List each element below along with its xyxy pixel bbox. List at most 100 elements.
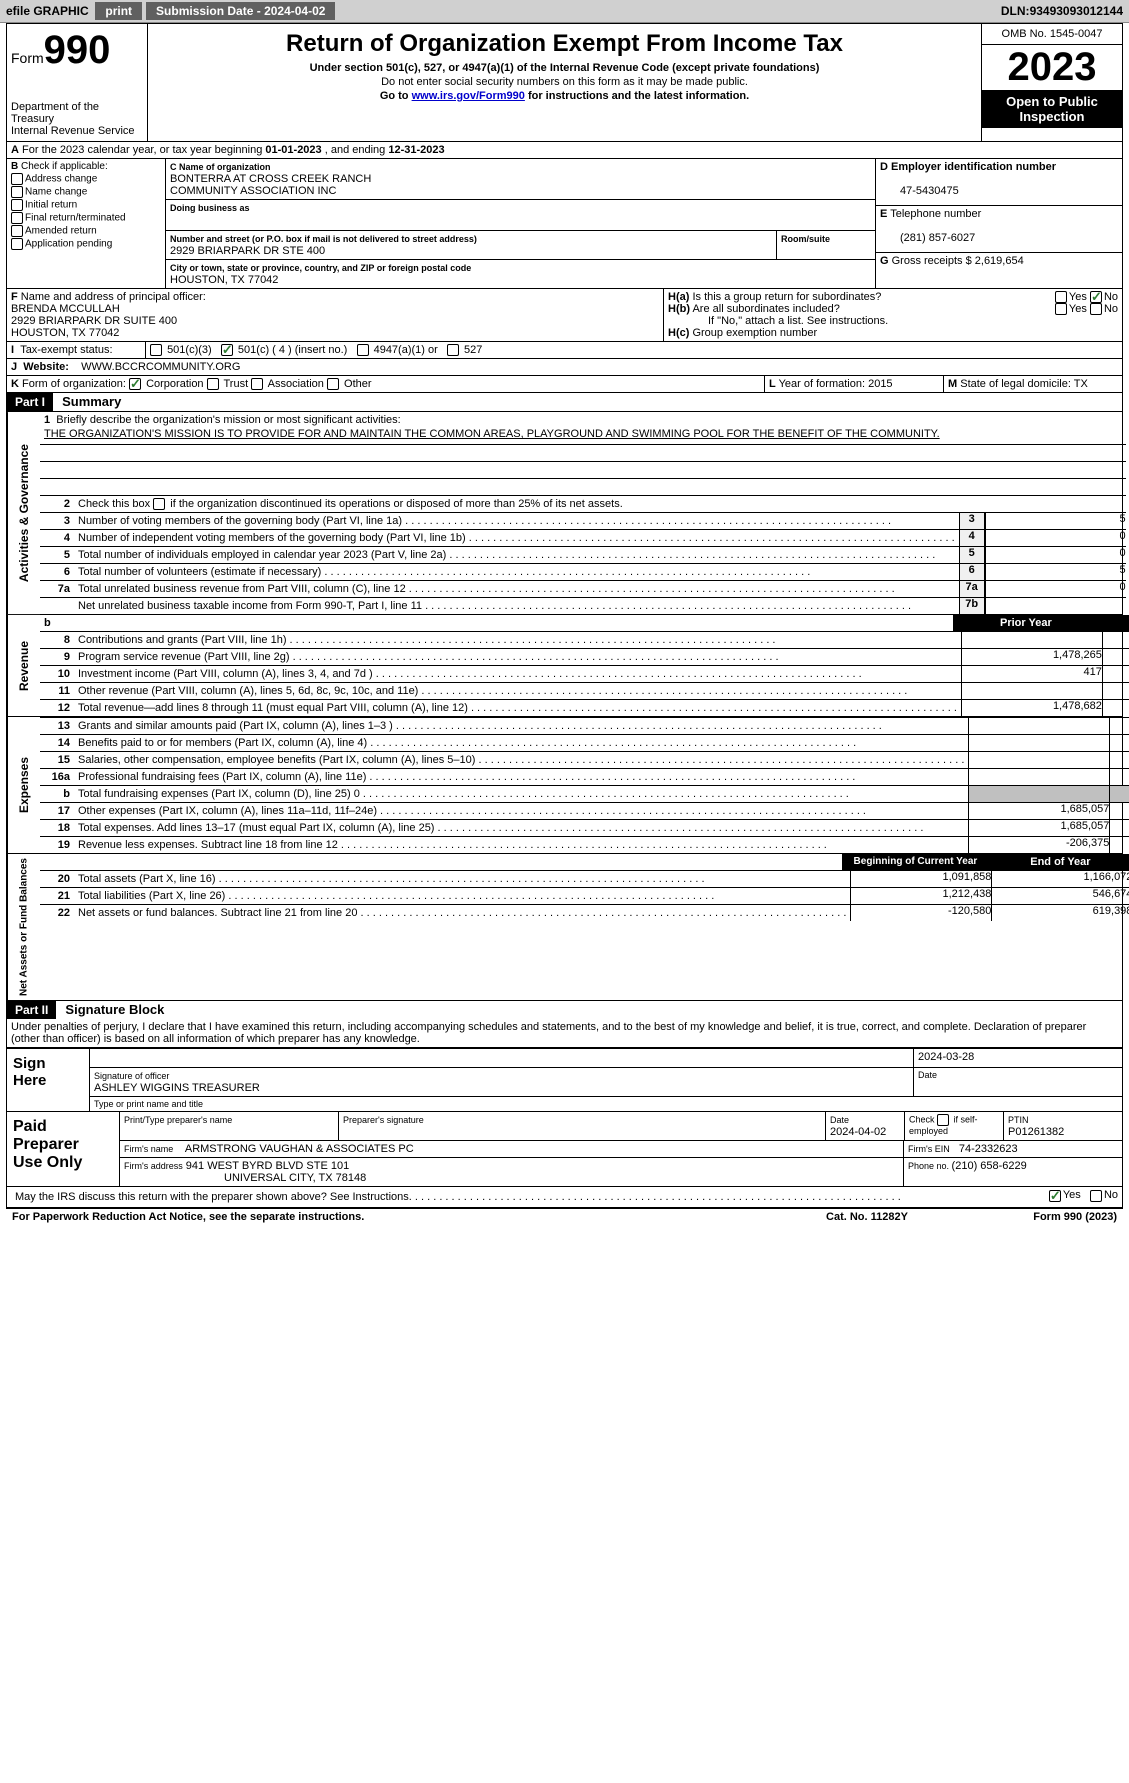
c3-check[interactable] [150,344,162,356]
rev-header-row: Revenue b Prior Year Current Year 8Contr… [7,614,1122,716]
section-klm: K Form of organization: Corporation Trus… [7,376,1122,393]
print-button[interactable]: print [95,2,142,20]
firm-addr2: UNIVERSAL CITY, TX 78148 [124,1172,366,1184]
form-note-1: Do not enter social security numbers on … [152,76,977,88]
omb-number: OMB No. 1545-0047 [982,24,1122,45]
document-root: efile GRAPHIC print Submission Date - 20… [0,0,1129,1225]
sign-date: 2024-03-28 [914,1049,1122,1067]
section-f: F Name and address of principal officer:… [7,289,664,341]
section-bcdeg: B Check if applicable: Address change Na… [7,159,1122,289]
c-insert-check[interactable] [221,344,233,356]
header-mid: Return of Organization Exempt From Incom… [148,24,981,141]
firm-addr1: 941 WEST BYRD BLVD STE 101 [186,1160,349,1172]
form-title: Return of Organization Exempt From Incom… [152,30,977,58]
check-amended-return[interactable]: Amended return [11,225,161,237]
preparer-date: 2024-04-02 [830,1126,886,1138]
ein-value: 47-5430475 [880,185,959,197]
h-a-no[interactable] [1090,291,1102,303]
submission-date-button[interactable]: Submission Date - 2024-04-02 [146,2,335,20]
vlabel-expenses: Expenses [7,717,40,853]
paid-preparer-block: Paid Preparer Use Only Print/Type prepar… [7,1112,1122,1187]
part-1-header: Part I Summary [7,393,1122,412]
section-a: A For the 2023 calendar year, or tax yea… [7,142,1122,159]
mission-text: THE ORGANIZATION'S MISSION IS TO PROVIDE… [40,428,1126,445]
officer-name: BRENDA MCCULLAH [11,303,120,315]
ptin-value: P01261382 [1008,1126,1064,1138]
trust-check[interactable] [207,378,219,390]
discuss-row: May the IRS discuss this return with the… [7,1187,1122,1207]
check-name-change[interactable]: Name change [11,186,161,198]
section-j: J Website: WWW.BCCRCOMMUNITY.ORG [7,359,1122,376]
form-number: 990 [44,28,111,72]
paid-preparer-label: Paid Preparer Use Only [7,1112,120,1186]
sign-here-block: Sign Here 2024-03-28 Signature of office… [7,1047,1122,1112]
irs-link[interactable]: www.irs.gov/Form990 [412,90,525,102]
form-word: Form [11,50,44,66]
org-city: HOUSTON, TX 77042 [170,274,278,286]
summary-line: 22Net assets or fund balances. Subtract … [40,904,1129,921]
check-initial-return[interactable]: Initial return [11,199,161,211]
summary-line: 7aTotal unrelated business revenue from … [40,580,1126,597]
form-container: Form990 Department of the Treasury Inter… [6,23,1123,1208]
phone-value: (281) 857-6027 [880,232,975,244]
summary-line: 8Contributions and grants (Part VIII, li… [40,631,1129,648]
summary-line: 5Total number of individuals employed in… [40,546,1126,563]
summary-line: 4Number of independent voting members of… [40,529,1126,546]
officer-sign-name: ASHLEY WIGGINS TREASURER [94,1082,260,1094]
open-to-public: Open to Public Inspection [982,90,1122,128]
discontinued-check[interactable] [153,498,165,510]
part-2-header: Part II Signature Block [7,1000,1122,1019]
summary-line: 19Revenue less expenses. Subtract line 1… [40,836,1129,853]
assoc-check[interactable] [251,378,263,390]
firm-name: ARMSTRONG VAUGHAN & ASSOCIATES PC [185,1143,414,1155]
efile-label: efile GRAPHIC [6,4,89,18]
year-formation: 2015 [868,378,892,390]
summary-line: bTotal fundraising expenses (Part IX, co… [40,785,1129,802]
org-street: 2929 BRIARPARK DR STE 400 [170,245,325,257]
4947-check[interactable] [357,344,369,356]
527-check[interactable] [447,344,459,356]
dln-value: 93493093012144 [1030,4,1123,18]
discuss-no[interactable] [1090,1190,1102,1202]
self-employed-check[interactable] [937,1114,949,1126]
check-address-change[interactable]: Address change [11,173,161,185]
summary-line: 3Number of voting members of the governi… [40,512,1126,529]
corp-check[interactable] [129,378,141,390]
h-a-yes[interactable] [1055,291,1067,303]
h-b-yes[interactable] [1055,303,1067,315]
form-header: Form990 Department of the Treasury Inter… [7,24,1122,142]
officer-addr1: 2929 BRIARPARK DR SUITE 400 [11,315,177,327]
website-value: WWW.BCCRCOMMUNITY.ORG [81,361,240,373]
h-b-no[interactable] [1090,303,1102,315]
section-expenses: Expenses 13Grants and similar amounts pa… [7,716,1122,853]
summary-line: 21Total liabilities (Part X, line 26)1,2… [40,887,1129,904]
perjury-declaration: Under penalties of perjury, I declare th… [7,1019,1122,1047]
section-governance: Activities & Governance 1 Briefly descri… [7,412,1122,614]
firm-phone: (210) 658-6229 [952,1160,1027,1172]
org-name-1: BONTERRA AT CROSS CREEK RANCH [170,173,371,185]
summary-line: 20Total assets (Part X, line 16)1,091,85… [40,870,1129,887]
summary-line: 11Other revenue (Part VIII, column (A), … [40,682,1129,699]
discuss-yes[interactable] [1049,1190,1061,1202]
vlabel-governance: Activities & Governance [7,412,40,614]
check-final-return[interactable]: Final return/terminated [11,212,161,224]
check-app-pending[interactable]: Application pending [11,238,161,250]
org-name-2: COMMUNITY ASSOCIATION INC [170,185,336,197]
header-right: OMB No. 1545-0047 2023 Open to Public In… [981,24,1122,141]
summary-line: 10Investment income (Part VIII, column (… [40,665,1129,682]
summary-line: Net unrelated business taxable income fr… [40,597,1126,614]
firm-ein: 74-2332623 [959,1143,1018,1155]
officer-addr2: HOUSTON, TX 77042 [11,327,119,339]
summary-line: 15Salaries, other compensation, employee… [40,751,1129,768]
section-b: B Check if applicable: Address change Na… [7,159,166,288]
dln-label: DLN: [1001,4,1030,18]
other-check[interactable] [327,378,339,390]
state-domicile: TX [1074,378,1088,390]
form-note-2: Go to www.irs.gov/Form990 for instructio… [152,90,977,102]
page-footer: For Paperwork Reduction Act Notice, see … [6,1208,1123,1225]
summary-line: 9Program service revenue (Part VIII, lin… [40,648,1129,665]
top-toolbar: efile GRAPHIC print Submission Date - 20… [0,0,1129,23]
section-net-assets: Net Assets or Fund Balances Beginning of… [7,853,1122,1000]
gross-receipts: 2,619,654 [975,255,1024,267]
tax-year: 2023 [982,45,1122,90]
